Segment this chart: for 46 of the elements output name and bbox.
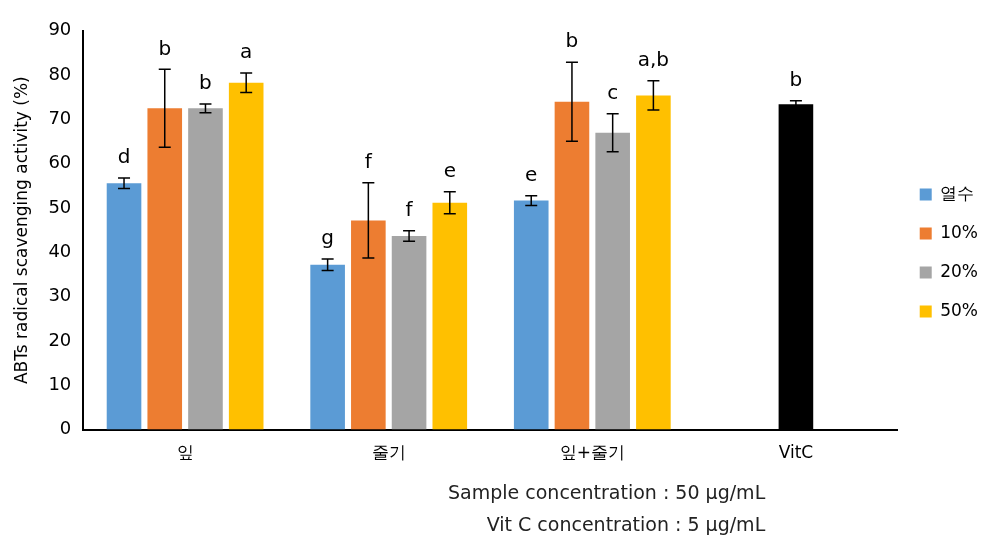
- y-tick-label: 20: [48, 328, 72, 350]
- data-label: b: [565, 28, 579, 53]
- y-axis-title: ABTs radical scavenging activity (%): [10, 76, 31, 385]
- y-tick-label: 10: [48, 372, 72, 394]
- legend-label: 20%: [940, 260, 979, 281]
- bar: [554, 101, 590, 430]
- data-label: e: [443, 157, 456, 182]
- data-label: b: [199, 70, 212, 95]
- y-tick-label: 30: [48, 284, 72, 306]
- data-label: e: [525, 161, 538, 186]
- y-tick-label: 80: [48, 62, 72, 84]
- legend-label: 10%: [940, 221, 979, 242]
- bar: [636, 95, 671, 430]
- y-tick-label: 60: [48, 151, 72, 173]
- bar: [432, 202, 468, 430]
- y-tick-label: 0: [59, 417, 72, 439]
- text: Sample concentration : 50 µg/mL: [448, 480, 766, 505]
- data-label: b: [158, 35, 172, 60]
- x-tick-label: 잎+줄기: [559, 442, 625, 463]
- legend-label: 열수: [940, 182, 975, 203]
- bar: [310, 264, 345, 430]
- bar: [391, 235, 427, 430]
- x-tick-label: VitC: [778, 442, 814, 463]
- x-tick-label: 줄기: [371, 442, 406, 463]
- bar: [106, 183, 142, 430]
- data-label: d: [117, 144, 131, 169]
- bar: [188, 108, 223, 430]
- bar: [513, 200, 549, 430]
- y-tick-label: 50: [48, 195, 72, 217]
- data-label: f: [364, 148, 373, 173]
- bar: [595, 132, 630, 430]
- data-label: g: [321, 225, 334, 250]
- data-label: a: [240, 39, 253, 64]
- data-label: b: [789, 67, 803, 92]
- bar: [351, 220, 386, 430]
- data-label: a,b: [637, 47, 670, 72]
- bar: [147, 108, 183, 430]
- bar: [228, 82, 264, 430]
- data-label: f: [405, 196, 414, 221]
- y-tick-label: 90: [48, 18, 72, 40]
- data-label: c: [607, 79, 619, 104]
- y-tick-label: 40: [48, 240, 72, 262]
- y-tick-label: 70: [48, 107, 72, 129]
- legend-label: 50%: [940, 299, 979, 320]
- text: Vit C concentration : 5 µg/mL: [485, 512, 766, 537]
- x-tick-label: 잎: [176, 442, 194, 463]
